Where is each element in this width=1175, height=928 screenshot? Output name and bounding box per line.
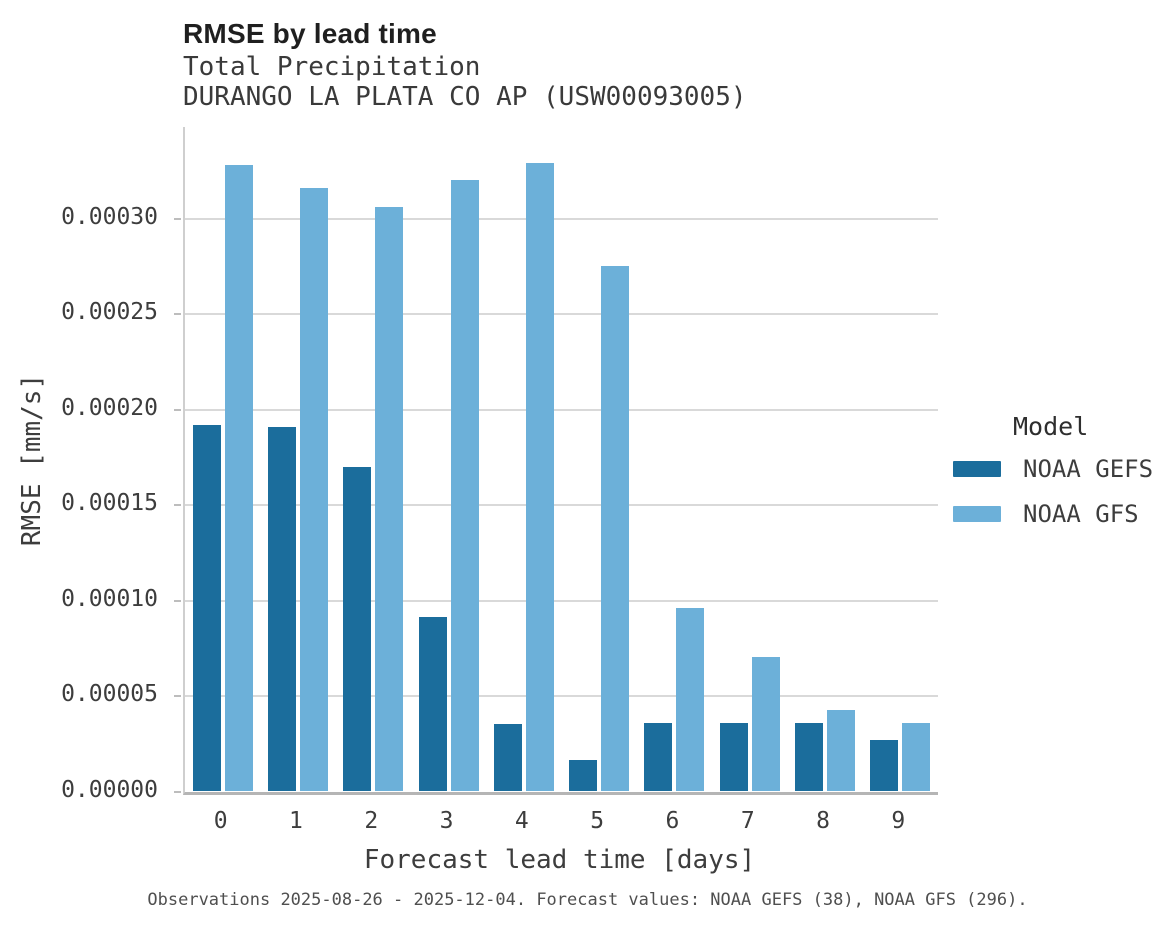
x-tick-label: 8 [816,808,830,834]
x-tick-label: 6 [665,808,680,834]
bar-noaa-gefs [870,739,899,792]
legend-item-noaa-gfs: NOAA GFS [953,500,1153,528]
legend-item-noaa-gefs: NOAA GEFS [953,455,1153,483]
caption: Observations 2025-08-26 - 2025-12-04. Fo… [147,890,1028,910]
y-tick-label: 0.00010 [61,585,158,612]
gridline [185,599,938,602]
y-tick-mark [174,504,181,507]
bar-noaa-gfs [676,607,705,792]
bar-noaa-gfs [450,180,479,792]
bar-noaa-gfs [299,188,328,792]
x-tick-label: 4 [514,808,529,834]
bar-noaa-gfs [827,709,856,792]
legend-label-noaa-gefs: NOAA GEFS [1023,455,1154,483]
bar-noaa-gefs [343,466,372,792]
gridline [185,504,938,507]
chart-title: RMSE by lead time [183,18,437,49]
gfs-color-swatch [953,506,1001,522]
gridline [185,313,938,316]
x-tick-label: 0 [213,808,228,834]
bar-noaa-gefs [719,722,748,792]
x-tick-label: 7 [740,808,755,834]
bar-noaa-gefs [569,759,598,792]
bar-noaa-gefs [418,616,447,792]
x-tick-label: 9 [891,808,906,834]
chart-subtitle-variable: Total Precipitation [183,52,481,82]
bar-noaa-gefs [795,723,824,792]
bar-noaa-gfs [751,657,780,792]
bar-noaa-gfs [375,207,404,792]
gridline [185,695,938,698]
y-tick-label: 0.00020 [61,394,158,421]
legend: Model NOAA GEFS NOAA GFS [953,412,1153,545]
bar-noaa-gefs [644,723,673,792]
x-tick-label: 5 [590,808,605,834]
bar-noaa-gfs [902,723,931,792]
bar-noaa-gfs [601,266,630,792]
bar-noaa-gfs [224,165,253,792]
y-tick-mark [174,790,181,793]
y-tick-label: 0.00005 [61,681,158,708]
y-tick-label: 0.00000 [61,776,158,803]
plot-area [183,127,938,795]
x-tick-label: 1 [289,808,303,834]
y-tick-mark [174,408,181,411]
x-tick-label: 2 [364,808,379,834]
bar-noaa-gefs [493,723,522,792]
bar-noaa-gefs [267,426,296,792]
y-tick-label: 0.00025 [61,299,158,326]
y-tick-mark [174,313,181,316]
y-tick-mark [174,695,181,698]
y-tick-mark [174,599,181,602]
chart-subtitle-station: DURANGO LA PLATA CO AP (USW00093005) [183,82,747,112]
gridline [185,408,938,411]
legend-title: Model [1013,412,1089,441]
y-tick-label: 0.00015 [61,490,158,517]
x-tick-label: 3 [439,808,454,834]
x-axis-label: Forecast lead time [days] [363,845,756,875]
y-tick-label: 0.00030 [61,203,158,230]
bar-noaa-gfs [525,163,554,792]
gefs-color-swatch [953,461,1001,477]
gridline [185,217,938,220]
y-tick-mark [174,217,181,220]
bar-noaa-gefs [192,424,221,792]
legend-label-noaa-gfs: NOAA GFS [1023,500,1139,528]
